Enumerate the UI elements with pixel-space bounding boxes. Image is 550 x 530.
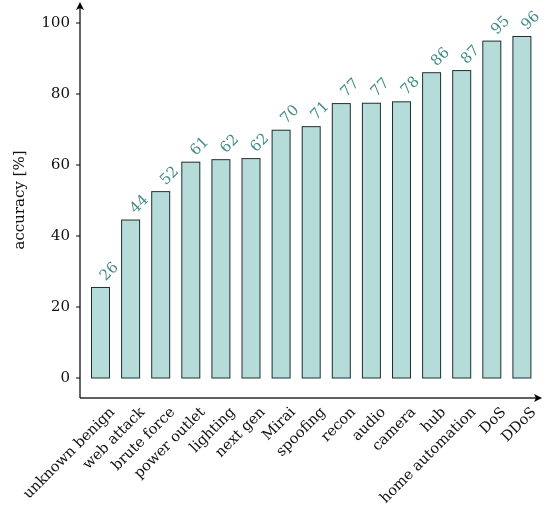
bar-hub — [422, 72, 442, 379]
category-label: recon — [318, 404, 359, 445]
bars-group — [91, 35, 532, 379]
bar-value-label: 96 — [517, 7, 543, 33]
bar-spoofing — [301, 126, 321, 379]
bar-value-label: 95 — [487, 12, 513, 38]
bar-value-label: 70 — [276, 101, 302, 127]
y-axis-title: accuracy [%] — [10, 150, 28, 249]
bar-value-label: 44 — [126, 191, 152, 217]
bar-dos — [482, 40, 502, 379]
bar-value-label: 62 — [216, 130, 242, 156]
bar-value-label: 61 — [186, 133, 212, 159]
y-axis-ticks: 0 20 40 60 80 100 — [41, 13, 80, 386]
y-tick-label: 0 — [60, 368, 70, 386]
bar-brute-force — [151, 191, 171, 379]
bar-next-gen — [241, 158, 261, 379]
bar-value-label: 78 — [397, 72, 423, 98]
bar-web-attack — [121, 219, 141, 379]
bar-value-label: 77 — [336, 74, 362, 100]
y-tick-label: 40 — [51, 226, 70, 244]
y-tick-label: 20 — [51, 297, 70, 315]
bar-power-outlet — [181, 161, 201, 379]
bar-home-automation — [452, 70, 472, 379]
bar-recon — [331, 103, 351, 379]
bar-camera — [392, 101, 411, 379]
category-label: DDoS — [499, 404, 540, 445]
bar-value-label: 52 — [156, 162, 182, 188]
y-tick-label: 100 — [41, 13, 70, 31]
bar-value-label: 26 — [96, 258, 122, 284]
bar-audio — [361, 102, 381, 379]
y-tick-label: 80 — [51, 84, 70, 102]
bar-value-label: 62 — [246, 129, 272, 155]
bar-lighting — [211, 159, 231, 379]
bar-value-label: 86 — [427, 43, 453, 69]
bar-value-label: 71 — [306, 97, 332, 123]
bar-ddos — [512, 35, 532, 379]
bar-value-label: 77 — [367, 74, 393, 100]
y-tick-label: 60 — [51, 155, 70, 173]
bar-mirai — [271, 129, 291, 379]
bar-unknown-benign — [91, 286, 110, 379]
bar-value-label: 87 — [457, 41, 483, 67]
